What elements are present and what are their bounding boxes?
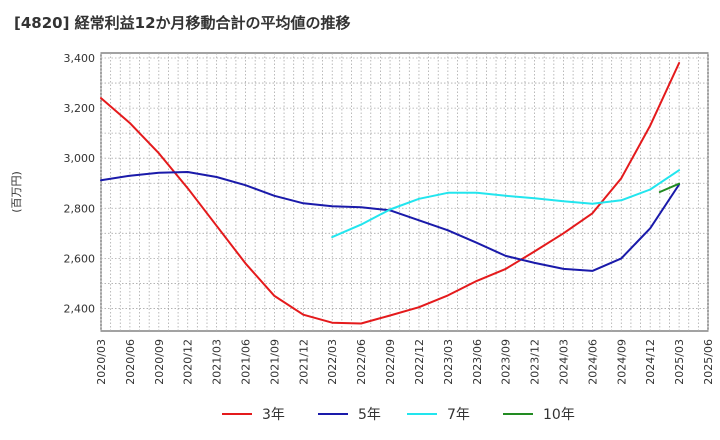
x-tick-label: 2024/03 (557, 339, 570, 385)
series-line-4 (658, 182, 681, 193)
x-tick-label: 2025/06 (702, 339, 715, 385)
x-tick-label: 2022/09 (384, 339, 397, 385)
x-tick-label: 2025/03 (673, 339, 686, 385)
x-tick-label: 2022/03 (326, 339, 339, 385)
series-layer (100, 62, 681, 325)
x-tick-label: 2020/03 (95, 339, 108, 385)
legend-label-3: 7年 (447, 407, 470, 423)
x-tick-label: 2021/09 (268, 339, 281, 385)
x-tick-label: 2021/06 (240, 339, 253, 385)
legend-label-4: 10年 (543, 407, 575, 423)
series-line-1 (100, 62, 681, 325)
x-tick-label: 2023/06 (471, 339, 484, 385)
y-tick-label: 2,800 (64, 202, 96, 215)
legend: 3年 5年 7年 10年 (222, 407, 575, 423)
x-tick-label: 2022/06 (355, 339, 368, 385)
x-tick-label: 2022/12 (413, 339, 426, 385)
x-tick-label: 2020/06 (124, 339, 137, 385)
x-tick-label: 2023/12 (529, 339, 542, 385)
y-tick-label: 3,400 (64, 52, 96, 65)
x-tick-label: 2024/06 (586, 339, 599, 385)
chart-title: [4820] 経常利益12か月移動合計の平均値の推移 (14, 14, 351, 32)
x-tick-label: 2023/09 (500, 339, 513, 385)
y-axis-label: (百万円) (10, 171, 23, 213)
x-tick-label: 2021/12 (297, 339, 310, 385)
axis-layer: 2,400 2,600 2,800 3,000 3,200 3,400 (百万円) 2020/… (10, 52, 715, 385)
series-line-3 (331, 169, 681, 239)
x-tick-label: 2021/03 (211, 339, 224, 385)
x-tick-label: 2024/12 (644, 339, 657, 385)
legend-label-2: 5年 (358, 407, 381, 423)
y-tick-label: 3,000 (64, 152, 96, 165)
plot-area (100, 52, 709, 332)
y-tick-label: 2,400 (64, 302, 96, 315)
x-tick-label: 2023/03 (442, 339, 455, 385)
x-tick-label: 2020/09 (153, 339, 166, 385)
y-tick-label: 2,600 (64, 252, 96, 265)
x-tick-label: 2024/09 (615, 339, 628, 385)
grid-layer (100, 52, 709, 332)
x-tick-label: 2020/12 (182, 339, 195, 385)
legend-label-1: 3年 (262, 407, 285, 423)
y-tick-label: 3,200 (64, 102, 96, 115)
